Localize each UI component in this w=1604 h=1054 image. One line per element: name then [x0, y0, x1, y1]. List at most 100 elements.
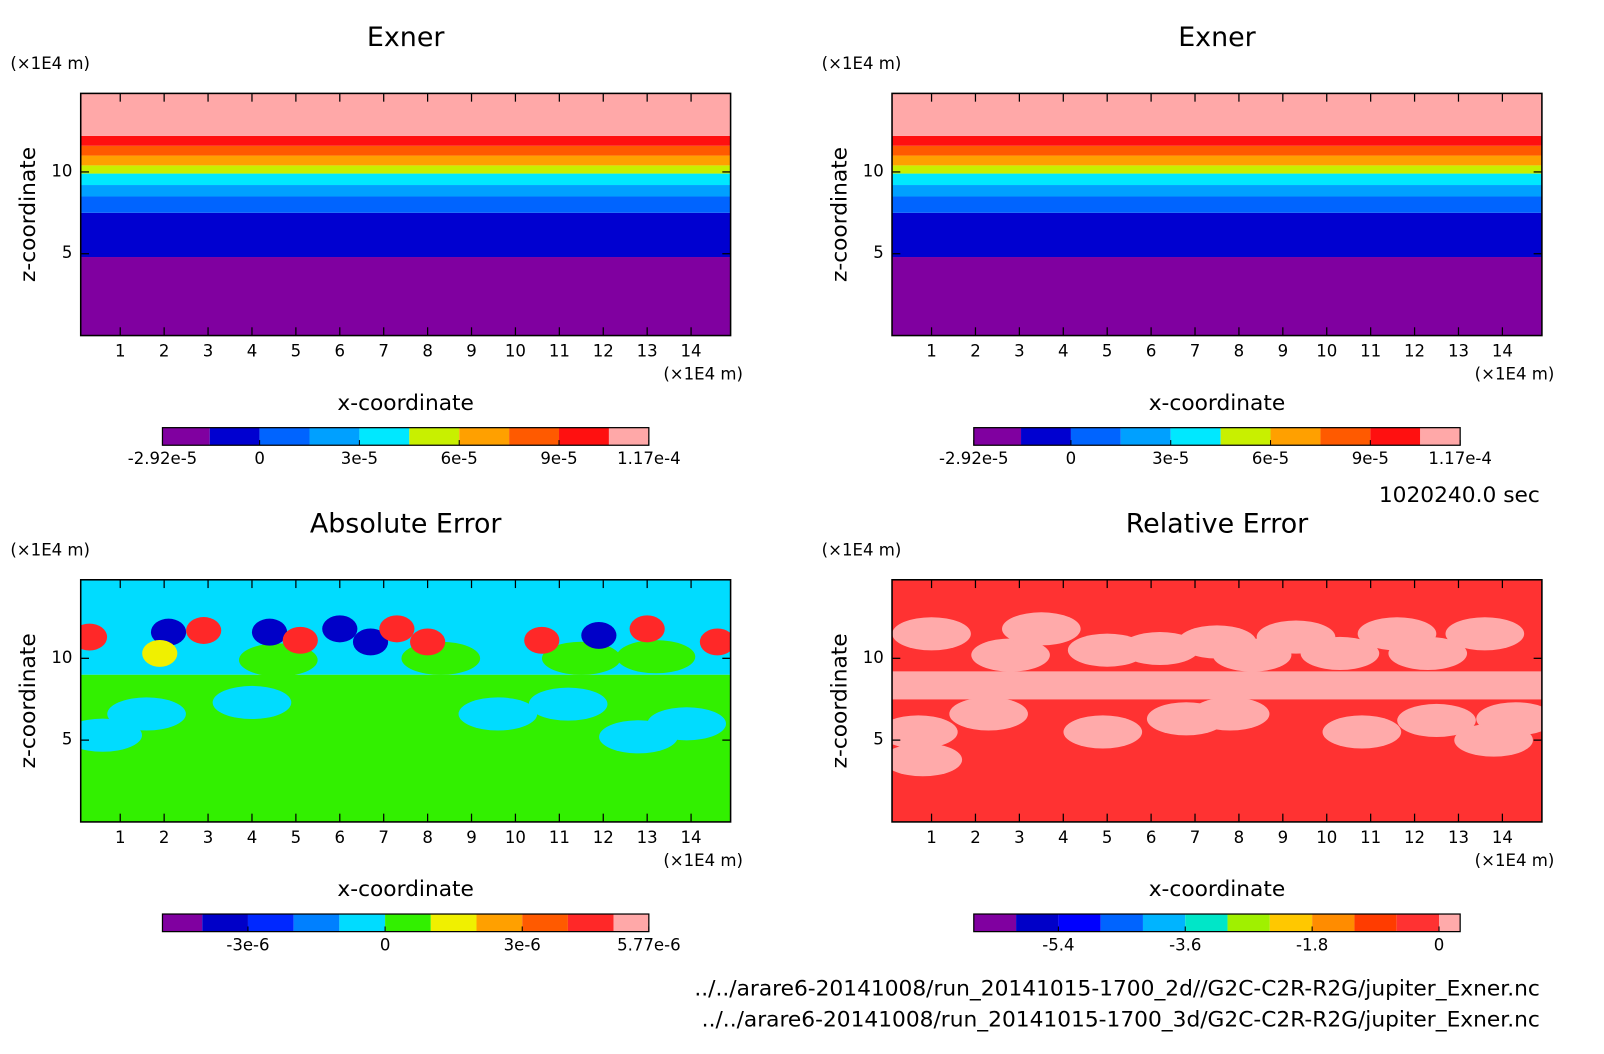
- colorbar-segment: [162, 427, 210, 446]
- colorbar-tick-label: 6e-5: [1252, 449, 1289, 468]
- x-tick-label: 8: [422, 342, 433, 361]
- x-tick-label: 3: [1014, 342, 1025, 361]
- colorbar-segment: [522, 914, 568, 932]
- x-tick-label: 8: [422, 828, 433, 847]
- colorbar-segment: [1320, 427, 1371, 446]
- x-axis-label: x-coordinate: [1149, 877, 1286, 902]
- y-tick-label: 10: [863, 648, 884, 667]
- contour-blob: [599, 720, 678, 754]
- x-tick-label: 10: [1316, 828, 1337, 847]
- contour-band: [80, 145, 731, 156]
- colorbar-segment: [1354, 914, 1397, 932]
- x-tick-label: 9: [466, 828, 477, 847]
- contour-field: [892, 579, 1542, 822]
- y-tick-label: 10: [863, 161, 884, 180]
- contour-blob: [1063, 715, 1143, 749]
- colorbar-tick-label: 1.17e-4: [617, 449, 681, 468]
- x-tick-label: 4: [1058, 828, 1069, 847]
- x-unit: (×1E4 m): [663, 364, 743, 383]
- colorbar-segment: [1227, 914, 1270, 932]
- contour-band: [892, 257, 1542, 336]
- contour-blob: [282, 626, 318, 654]
- colorbar-tick-label: -3.6: [1169, 936, 1201, 955]
- colorbar-segment: [1370, 427, 1421, 446]
- contour-field: [892, 93, 1542, 336]
- colorbar-segment: [430, 914, 477, 932]
- contour-blob: [528, 687, 608, 721]
- x-tick-label: 2: [970, 828, 981, 847]
- x-tick-label: 8: [1234, 342, 1245, 361]
- contour-blob: [458, 697, 538, 731]
- contour-blob: [379, 615, 415, 643]
- y-unit: (×1E4 m): [822, 54, 902, 73]
- x-tick-label: 9: [1278, 342, 1289, 361]
- x-tick-label: 5: [1102, 828, 1113, 847]
- x-tick-label: 14: [681, 342, 702, 361]
- plot-frame: [891, 579, 1543, 823]
- x-tick-label: 14: [681, 828, 702, 847]
- colorbar-segment: [476, 914, 523, 932]
- y-tick-label: 5: [62, 730, 73, 749]
- x-tick-label: 2: [970, 342, 981, 361]
- colorbar-segment: [293, 914, 340, 932]
- colorbar-frame: [161, 913, 650, 933]
- x-tick-label: 11: [549, 342, 570, 361]
- x-tick-label: 1: [115, 342, 126, 361]
- contour-band: [892, 212, 1542, 258]
- y-tick-label: 5: [873, 243, 884, 262]
- colorbar-segment: [409, 427, 460, 446]
- x-tick-label: 5: [291, 828, 302, 847]
- contour-band: [80, 135, 731, 146]
- colorbar-segment: [608, 427, 649, 446]
- contour-blob: [949, 697, 1028, 731]
- x-tick-label: 6: [335, 342, 346, 361]
- contour-blob: [699, 628, 731, 656]
- x-tick-label: 10: [505, 342, 526, 361]
- colorbar-tick-label: -2.92e-5: [128, 449, 198, 468]
- x-tick-label: 11: [1360, 342, 1381, 361]
- colorbar-segment: [162, 914, 203, 932]
- colorbar-segment: [359, 427, 410, 446]
- x-tick-label: 8: [1234, 828, 1245, 847]
- x-tick-label: 14: [1492, 828, 1513, 847]
- colorbar-frame: [161, 427, 650, 446]
- colorbar-segment: [1021, 427, 1071, 446]
- contour-blob: [541, 641, 621, 675]
- contour-band: [80, 93, 731, 136]
- colorbar-tick-label: 9e-5: [540, 449, 577, 468]
- contour-blob: [1190, 697, 1270, 731]
- contour-band: [80, 185, 731, 197]
- x-tick-label: 7: [378, 828, 389, 847]
- colorbar-segment: [1420, 427, 1461, 446]
- contour-band: [80, 155, 731, 166]
- y-axis-label: z-coordinate: [827, 147, 852, 282]
- contour-blob: [892, 715, 958, 749]
- contour-blob: [971, 638, 1050, 672]
- x-tick-label: 2: [159, 342, 170, 361]
- x-tick-label: 12: [593, 828, 614, 847]
- colorbar-tick-label: 9e-5: [1352, 449, 1389, 468]
- contour-blob: [410, 628, 446, 656]
- contour-band: [80, 173, 731, 186]
- colorbar-segment: [259, 427, 310, 446]
- x-tick-label: 5: [1102, 342, 1113, 361]
- colorbar-tick-label: 0: [1066, 449, 1077, 468]
- contour-band: [892, 671, 1542, 700]
- contour-blob: [616, 640, 696, 674]
- y-unit: (×1E4 m): [10, 540, 90, 559]
- chart-title: Exner: [367, 22, 445, 53]
- x-tick-label: 3: [1014, 828, 1025, 847]
- x-unit: (×1E4 m): [1475, 364, 1555, 383]
- contour-blob: [1445, 617, 1525, 651]
- x-tick-label: 1: [926, 342, 937, 361]
- colorbar-tick-label: -3e-6: [226, 936, 269, 955]
- contour-blob: [892, 617, 971, 651]
- x-tick-label: 4: [247, 828, 258, 847]
- contour-blob: [1397, 703, 1476, 738]
- colorbar-segment: [1100, 914, 1143, 932]
- contour-blob: [186, 617, 222, 644]
- colorbar-segment: [1058, 914, 1101, 932]
